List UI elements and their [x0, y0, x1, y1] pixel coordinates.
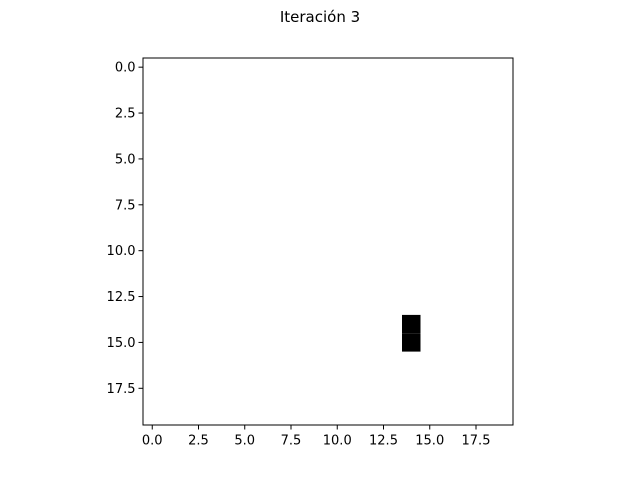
y-tick-label: 7.5: [115, 198, 136, 213]
heatmap-cell: [402, 314, 421, 334]
x-tick-label: 0.0: [142, 434, 163, 449]
axes-frame: [142, 57, 514, 426]
chart-title: Iteración 3: [280, 8, 360, 26]
y-tick-label: 12.5: [107, 290, 136, 305]
x-tick-label: 15.0: [415, 434, 444, 449]
y-tick-label: 5.0: [115, 152, 136, 167]
y-axis: 0.0 2.5 5.0 7.5 10.0 12.5 15.0 17.5: [107, 61, 143, 397]
x-axis: 0.0 2.5 5.0 7.5 10.0 12.5 15.0 17.5: [142, 425, 491, 449]
x-tick-label: 17.5: [462, 434, 491, 449]
x-tick-label: 2.5: [188, 434, 209, 449]
x-tick-label: 5.0: [234, 434, 255, 449]
x-tick-label: 7.5: [281, 434, 302, 449]
y-tick-label: 0.0: [115, 61, 136, 76]
y-tick-label: 2.5: [115, 107, 136, 122]
y-tick-label: 17.5: [107, 382, 136, 397]
y-tick-label: 10.0: [107, 244, 136, 259]
heatmap-cells: [402, 314, 421, 352]
y-tick-label: 15.0: [107, 336, 136, 351]
x-tick-label: 10.0: [323, 434, 352, 449]
heatmap-cell: [402, 333, 421, 352]
x-tick-label: 12.5: [369, 434, 398, 449]
